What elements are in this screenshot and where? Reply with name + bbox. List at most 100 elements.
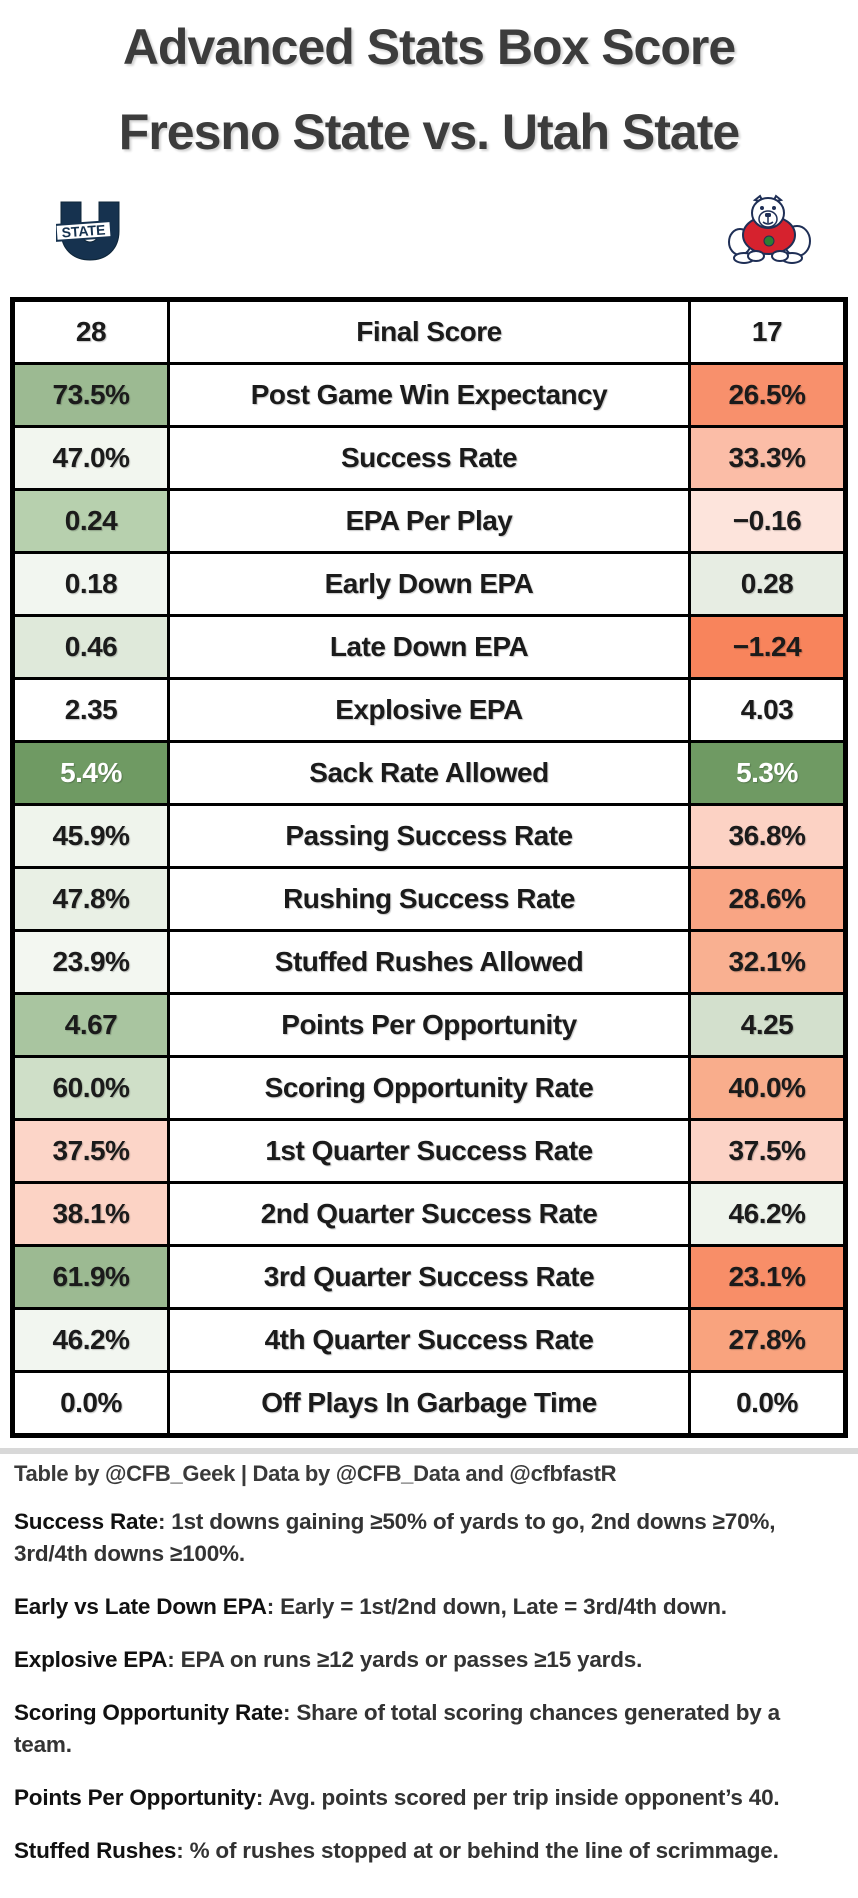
metric-label: 4th Quarter Success Rate	[167, 1307, 691, 1373]
footnote-explosive-epa: Explosive EPA: EPA on runs ≥12 yards or …	[14, 1644, 838, 1676]
table-row: 37.5% 1st Quarter Success Rate 37.5%	[11, 1118, 847, 1184]
metric-label: Post Game Win Expectancy	[167, 362, 691, 428]
fresno-value-cell: 28.6%	[688, 866, 847, 932]
utah-value-cell: 47.0%	[11, 425, 170, 491]
fresno-value-cell: 4.03	[688, 677, 847, 743]
table-row: 5.4% Sack Rate Allowed 5.3%	[11, 740, 847, 806]
footnote-term: Scoring Opportunity Rate	[14, 1699, 283, 1725]
table-row: 2.35 Explosive EPA 4.03	[11, 677, 847, 743]
utah-value-cell: 4.67	[11, 992, 170, 1058]
utah-value-cell: 38.1%	[11, 1181, 170, 1247]
utah-value-cell: 0.0%	[11, 1370, 170, 1437]
footnote-text: : EPA on runs ≥12 yards or passes ≥15 ya…	[167, 1646, 643, 1672]
metric-label: Scoring Opportunity Rate	[167, 1055, 691, 1121]
metric-label: EPA Per Play	[167, 488, 691, 554]
page-title: Advanced Stats Box Score	[122, 19, 736, 75]
fresno-state-logo-icon	[726, 194, 812, 269]
footnote-term: Stuffed Rushes	[14, 1837, 177, 1863]
metric-label: Stuffed Rushes Allowed	[167, 929, 691, 995]
footnote-term: Success Rate	[14, 1509, 158, 1534]
table-row: 46.2% 4th Quarter Success Rate 27.8%	[11, 1307, 847, 1373]
metric-label: Late Down EPA	[167, 614, 691, 680]
fresno-value-cell: 37.5%	[688, 1118, 847, 1184]
fresno-value-cell: 5.3%	[688, 740, 847, 806]
table-bottom-divider	[0, 1448, 858, 1454]
footnote-early-late-epa: Early vs Late Down EPA: Early = 1st/2nd …	[14, 1591, 838, 1623]
utah-value-cell: 23.9%	[11, 929, 170, 995]
table-row: 45.9% Passing Success Rate 36.8%	[11, 803, 847, 869]
utah-value-cell: 45.9%	[11, 803, 170, 869]
table-row: 0.0% Off Plays In Garbage Time 0.0%	[11, 1370, 847, 1437]
table-row: 4.67 Points Per Opportunity 4.25	[11, 992, 847, 1058]
metric-label: Off Plays In Garbage Time	[167, 1370, 691, 1437]
utah-value-cell: 2.35	[11, 677, 170, 743]
metric-label: Points Per Opportunity	[167, 992, 691, 1058]
utah-value-cell: 5.4%	[11, 740, 170, 806]
table-row: 47.8% Rushing Success Rate 28.6%	[11, 866, 847, 932]
fresno-value-cell: 26.5%	[688, 362, 847, 428]
table-row: 60.0% Scoring Opportunity Rate 40.0%	[11, 1055, 847, 1121]
metric-label: Success Rate	[167, 425, 691, 491]
metric-label: Rushing Success Rate	[167, 866, 691, 932]
fresno-value-cell: 0.28	[688, 551, 847, 617]
table-row: 0.46 Late Down EPA −1.24	[11, 614, 847, 680]
utah-value-cell: 28	[11, 298, 170, 365]
footnote-points-per-opportunity: Points Per Opportunity: Avg. points scor…	[14, 1782, 838, 1814]
table-row: 23.9% Stuffed Rushes Allowed 32.1%	[11, 929, 847, 995]
fresno-value-cell: 17	[688, 298, 847, 365]
table-row: 61.9% 3rd Quarter Success Rate 23.1%	[11, 1244, 847, 1310]
matchup-subtitle: Fresno State vs. Utah State	[118, 104, 740, 160]
metric-label: Passing Success Rate	[167, 803, 691, 869]
table-row: 38.1% 2nd Quarter Success Rate 46.2%	[11, 1181, 847, 1247]
fresno-value-cell: 0.0%	[688, 1370, 847, 1437]
footnote-text: : % of rushes stopped at or behind the l…	[176, 1837, 779, 1863]
table-row: 28 Final Score 17	[11, 298, 847, 365]
fresno-value-cell: 36.8%	[688, 803, 847, 869]
fresno-value-cell: 4.25	[688, 992, 847, 1058]
utah-value-cell: 37.5%	[11, 1118, 170, 1184]
utah-value-cell: 0.46	[11, 614, 170, 680]
footnote-text: : Avg. points scored per trip inside opp…	[255, 1784, 780, 1810]
fresno-value-cell: 33.3%	[688, 425, 847, 491]
metric-label: 2nd Quarter Success Rate	[167, 1181, 691, 1247]
footnote-text: : 1st downs gaining ≥50% of yards to go,…	[14, 1509, 776, 1566]
table-row: 47.0% Success Rate 33.3%	[11, 425, 847, 491]
table-row: 73.5% Post Game Win Expectancy 26.5%	[11, 362, 847, 428]
fresno-value-cell: 46.2%	[688, 1181, 847, 1247]
utah-state-logo-icon: STATE	[54, 200, 124, 267]
footnotes: Success Rate: 1st downs gaining ≥50% of …	[14, 1506, 838, 1888]
footnote-text: : Early = 1st/2nd down, Late = 3rd/4th d…	[266, 1593, 727, 1619]
utah-value-cell: 46.2%	[11, 1307, 170, 1373]
fresno-value-cell: −0.16	[688, 488, 847, 554]
footnote-text: : Share of total scoring chances generat…	[14, 1699, 780, 1757]
utah-value-cell: 0.18	[11, 551, 170, 617]
credit-line: Table by @CFB_Geek | Data by @CFB_Data a…	[14, 1461, 617, 1486]
footnote-success-rate: Success Rate: 1st downs gaining ≥50% of …	[14, 1506, 838, 1570]
fresno-value-cell: 32.1%	[688, 929, 847, 995]
metric-label: 1st Quarter Success Rate	[167, 1118, 691, 1184]
footnote-term: Points Per Opportunity	[14, 1784, 256, 1810]
utah-value-cell: 0.24	[11, 488, 170, 554]
table-row: 0.18 Early Down EPA 0.28	[11, 551, 847, 617]
fresno-value-cell: 27.8%	[688, 1307, 847, 1373]
utah-value-cell: 47.8%	[11, 866, 170, 932]
utah-value-cell: 61.9%	[11, 1244, 170, 1310]
footnote-scoring-opportunity: Scoring Opportunity Rate: Share of total…	[14, 1697, 838, 1761]
metric-label: Explosive EPA	[167, 677, 691, 743]
fresno-value-cell: −1.24	[688, 614, 847, 680]
footnote-term: Explosive EPA	[14, 1646, 168, 1672]
utah-value-cell: 60.0%	[11, 1055, 170, 1121]
metric-label: Early Down EPA	[167, 551, 691, 617]
footnote-term: Early vs Late Down EPA	[14, 1593, 267, 1619]
table-row: 0.24 EPA Per Play −0.16	[11, 488, 847, 554]
box-score-table: 28 Final Score 17 73.5% Post Game Win Ex…	[10, 297, 848, 1438]
fresno-value-cell: 40.0%	[688, 1055, 847, 1121]
metric-label: Sack Rate Allowed	[167, 740, 691, 806]
fresno-value-cell: 23.1%	[688, 1244, 847, 1310]
footnote-stuffed-rushes: Stuffed Rushes: % of rushes stopped at o…	[14, 1835, 838, 1867]
metric-label: 3rd Quarter Success Rate	[167, 1244, 691, 1310]
utah-value-cell: 73.5%	[11, 362, 170, 428]
metric-label: Final Score	[167, 298, 691, 365]
svg-text:STATE: STATE	[61, 221, 106, 240]
